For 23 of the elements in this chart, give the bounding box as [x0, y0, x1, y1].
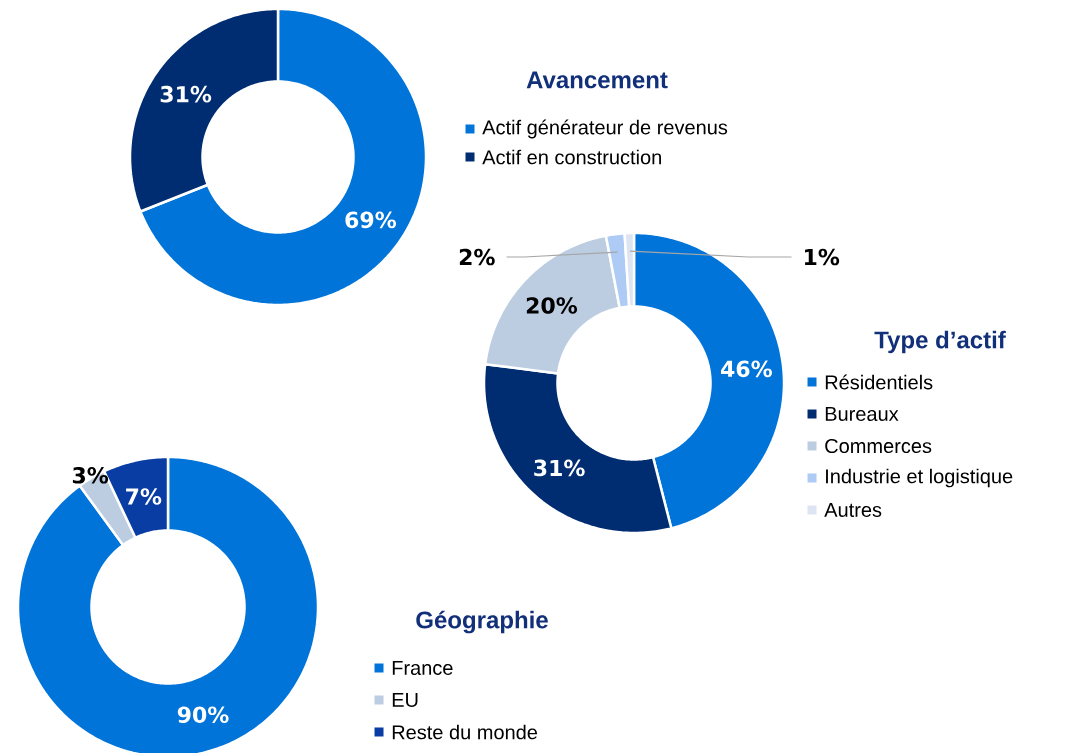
legend-label: France: [392, 661, 453, 675]
data-label: 69%: [345, 211, 397, 229]
text: Avancement: [526, 71, 668, 89]
text: Type d’actif: [874, 330, 1006, 354]
data-label: 3%: [72, 466, 109, 484]
legend-label: Résidentiels: [825, 374, 933, 390]
data-label: 31%: [160, 85, 212, 103]
legend-label: Bureaux: [825, 407, 899, 421]
data-label: 31%: [534, 459, 585, 477]
data-label: 7%: [126, 488, 162, 505]
data-label: 90%: [177, 706, 229, 724]
legend-label: Autres: [824, 503, 882, 517]
data-label: 2%: [459, 248, 495, 266]
legend-label: Reste du monde: [392, 724, 538, 740]
text: Géographie: [416, 610, 548, 634]
legend-label: Commerces: [825, 438, 932, 454]
data-label: 46%: [721, 360, 772, 378]
legend-label: Actif générateur de revenus: [482, 119, 728, 139]
data-label: 20%: [526, 297, 578, 314]
legend-label: EU: [392, 693, 418, 707]
legend-label: Industrie et logistique: [826, 468, 1013, 488]
legend-label: Actif en construction: [482, 149, 661, 165]
data-label: 1%: [805, 248, 840, 266]
